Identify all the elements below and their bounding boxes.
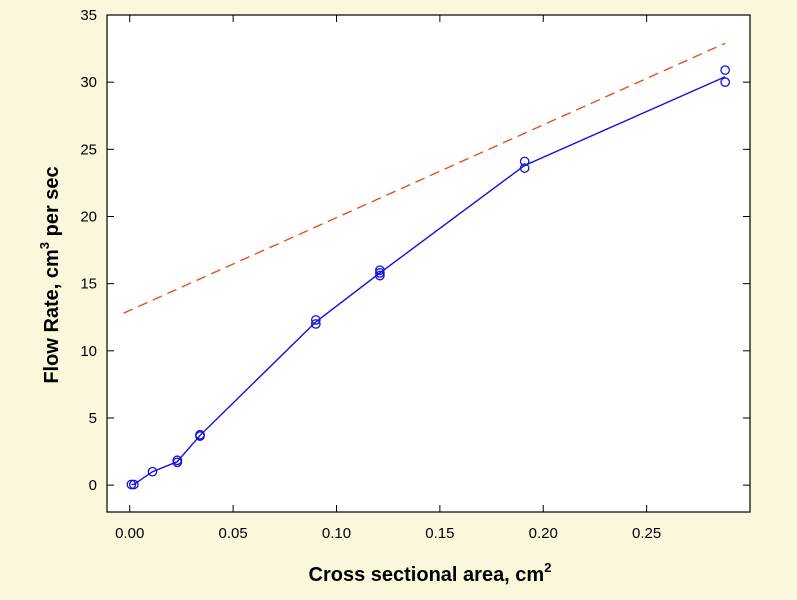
- y-axis-title: Flow Rate, cm3 per sec: [37, 166, 63, 383]
- data-point: [519, 156, 530, 167]
- data-point: [310, 319, 321, 329]
- data-point: [129, 479, 139, 490]
- data-point: [720, 77, 731, 88]
- y-tick-label: 0: [89, 477, 97, 494]
- y-tick-label: 30: [80, 74, 97, 91]
- x-tick-label: 0.15: [425, 525, 454, 542]
- data-point: [195, 429, 205, 440]
- data-point: [375, 270, 385, 281]
- plot-area: [106, 14, 751, 513]
- data-point: [310, 315, 321, 325]
- x-axis-title: Cross sectional area, cm2: [309, 560, 552, 586]
- fit-line: [131, 76, 726, 486]
- y-tick-label: 5: [89, 410, 97, 427]
- data-point: [375, 265, 385, 276]
- series-layer: [123, 42, 731, 490]
- y-axis-ticks: 0 5 10 15 20 25 30 35: [80, 7, 750, 494]
- data-point: [375, 268, 385, 278]
- y-tick-label: 25: [80, 141, 97, 158]
- x-tick-label: 0.00: [115, 525, 144, 542]
- data-point: [126, 479, 137, 490]
- data-point: [147, 466, 158, 477]
- x-tick-label: 0.25: [632, 525, 661, 542]
- y-tick-label: 20: [80, 208, 97, 225]
- data-point: [720, 65, 731, 75]
- x-tick-label: 0.05: [219, 525, 248, 542]
- data-point: [519, 163, 530, 173]
- y-tick-label: 35: [80, 7, 97, 24]
- y-tick-label: 10: [80, 343, 97, 360]
- x-tick-label: 0.20: [529, 525, 558, 542]
- reference-dashed-line: [123, 42, 726, 314]
- x-axis-ticks: 0.00 0.05 0.10 0.15 0.20 0.25: [115, 15, 661, 542]
- data-point: [172, 455, 183, 466]
- x-tick-label: 0.10: [322, 525, 351, 542]
- y-tick-label: 15: [80, 276, 97, 293]
